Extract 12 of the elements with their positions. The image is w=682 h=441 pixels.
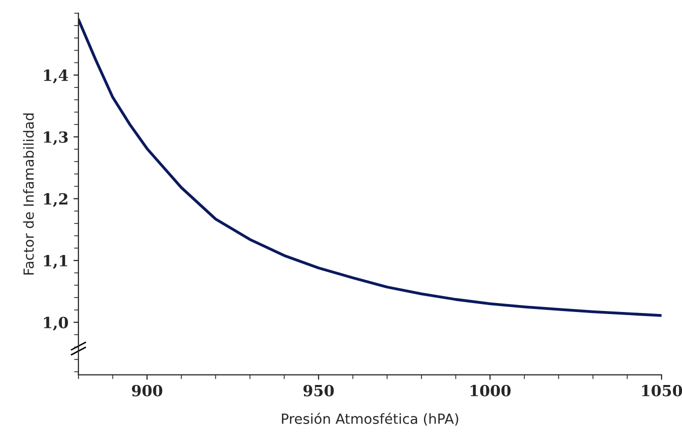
x-tick-label: 950 [303, 384, 334, 396]
line-series [78, 18, 662, 317]
y-tick-label: 1,4 [44, 70, 68, 84]
y-tick-label: 1,2 [44, 193, 68, 207]
y-tick-label: 1,0 [44, 316, 68, 331]
x-tick-label: 1050 [642, 384, 682, 396]
y-tick-label: 1,1 [44, 254, 68, 269]
x-axis-title: Presión Atmosfética (hPA) [282, 412, 458, 426]
x-tick-label: 1000 [470, 384, 511, 396]
x-tick-label: 900 [132, 384, 162, 396]
y-axis-title: Factor de Infamabilidad [23, 114, 34, 274]
y-tick-label: 1,3 [44, 131, 68, 146]
